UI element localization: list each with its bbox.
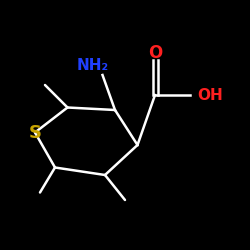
Text: OH: OH xyxy=(198,88,223,102)
Text: O: O xyxy=(148,44,162,62)
Text: NH₂: NH₂ xyxy=(76,58,108,72)
Text: S: S xyxy=(28,124,42,142)
